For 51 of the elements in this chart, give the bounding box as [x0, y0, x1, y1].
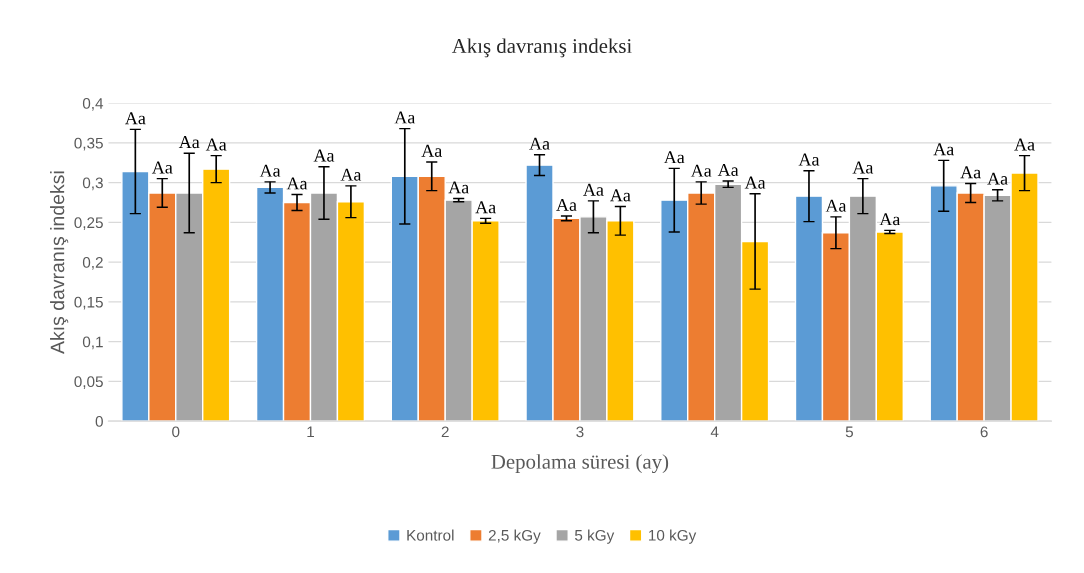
- legend-label: 2,5 kGy: [488, 529, 541, 544]
- x-tick-label: 2: [441, 426, 449, 438]
- y-tick-label: 0,2: [82, 257, 103, 270]
- x-tick-label: 1: [307, 426, 314, 438]
- data-label: Aa: [448, 181, 469, 194]
- y-tick-label: 0,1: [82, 336, 103, 350]
- data-label: Aa: [610, 189, 631, 202]
- legend-label: 5 kGy: [574, 529, 615, 544]
- data-label: Aa: [394, 111, 416, 124]
- y-tick-label: 0,35: [74, 137, 103, 151]
- data-label: Aa: [663, 151, 685, 164]
- legend-label: Kontrol: [407, 529, 454, 541]
- chart-title: Akış davranış indeksi: [451, 38, 632, 58]
- data-label: Aa: [178, 136, 200, 149]
- data-label: Aa: [717, 163, 739, 176]
- y-tick-label: 0,15: [74, 296, 103, 310]
- data-label: Aa: [421, 144, 443, 157]
- x-tick-label: 0: [172, 426, 180, 438]
- data-label: Aa: [125, 112, 146, 125]
- data-label: Aa: [583, 183, 604, 196]
- data-label: Aa: [286, 177, 308, 190]
- data-label: Aa: [987, 172, 1008, 185]
- data-label: Aa: [852, 161, 874, 174]
- data-label: Aa: [313, 149, 335, 162]
- y-tick-label: 0,3: [82, 177, 103, 191]
- data-label: Aa: [960, 166, 981, 179]
- data-label: Aa: [205, 138, 227, 151]
- data-label: Aa: [798, 153, 820, 166]
- data-label: Aa: [933, 143, 954, 156]
- legend-label: 10 kGy: [649, 529, 697, 544]
- data-label: Aa: [825, 199, 847, 212]
- data-label: Aa: [259, 164, 281, 177]
- data-label: Aa: [340, 168, 362, 181]
- y-tick-label: 0,05: [74, 376, 103, 389]
- y-tick-label: 0,4: [82, 98, 104, 111]
- data-label: Aa: [879, 213, 901, 226]
- data-label: Aa: [744, 176, 766, 189]
- y-tick-label: 0,25: [74, 217, 103, 230]
- data-label: Aa: [1014, 138, 1035, 151]
- data-label: Aa: [529, 137, 550, 150]
- data-label: Aa: [151, 161, 173, 174]
- x-tick-label: 4: [710, 426, 719, 438]
- data-label: Aa: [690, 164, 712, 177]
- x-tick-label: 3: [576, 426, 584, 438]
- data-label: Aa: [475, 201, 496, 214]
- y-tick-label: 0: [95, 416, 103, 427]
- data-label: Aa: [556, 198, 577, 211]
- x-tick-label: 6: [980, 426, 988, 438]
- x-axis-title: Depolama süresi (ay): [491, 454, 669, 474]
- y-axis-title: Akış davranış indeksi: [50, 171, 69, 354]
- x-tick-label: 5: [845, 426, 853, 438]
